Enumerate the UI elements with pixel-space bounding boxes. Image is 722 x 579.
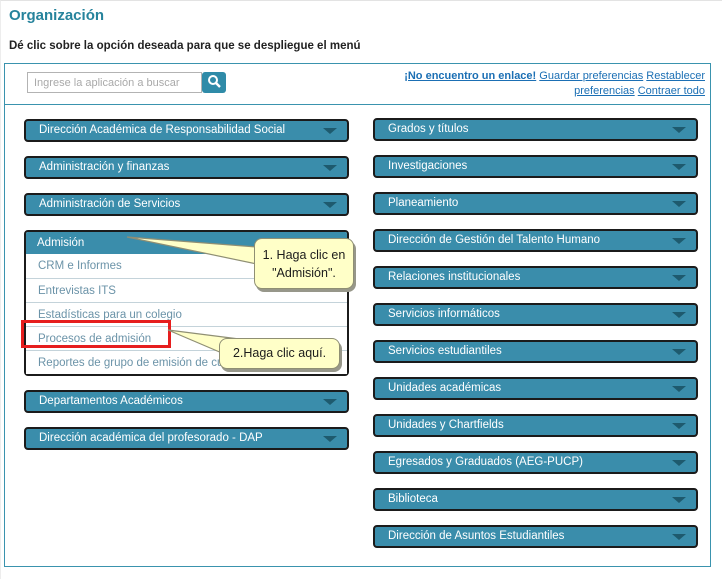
- accordion-administracion-finanzas[interactable]: Administración y finanzas: [24, 156, 349, 179]
- link-no-encuentro-enlace[interactable]: ¡No encuentro un enlace!: [404, 70, 537, 82]
- accordion-biblioteca[interactable]: Biblioteca: [373, 488, 698, 511]
- accordion-label: Unidades y Chartfields: [388, 419, 504, 431]
- link-guardar-preferencias[interactable]: Guardar preferencias: [539, 70, 644, 82]
- accordion-label: Servicios estudiantiles: [388, 345, 502, 357]
- accordion-label: Administración de Servicios: [39, 198, 181, 210]
- accordion-servicios-informaticos[interactable]: Servicios informáticos: [373, 303, 698, 326]
- callout-step-1-line1: 1. Haga clic en: [262, 248, 346, 262]
- chevron-down-icon: [323, 165, 337, 171]
- accordion-label: Investigaciones: [388, 160, 468, 172]
- accordion-administracion-servicios[interactable]: Administración de Servicios: [24, 193, 349, 216]
- accordion-label: Administración y finanzas: [39, 161, 170, 173]
- preference-links: ¡No encuentro un enlace! Guardar prefere…: [357, 69, 705, 99]
- search-input[interactable]: [27, 72, 202, 93]
- link-contraer-todo[interactable]: Contraer todo: [637, 85, 705, 97]
- chevron-down-icon: [672, 460, 686, 466]
- callout-step-1: 1. Haga clic en "Admisión".: [254, 238, 354, 289]
- chevron-down-icon: [672, 127, 686, 133]
- chevron-down-icon: [323, 436, 337, 442]
- topbar: ¡No encuentro un enlace! Guardar prefere…: [5, 64, 710, 105]
- chevron-down-icon: [672, 386, 686, 392]
- search-icon: [207, 74, 221, 91]
- accordion-label: Biblioteca: [388, 493, 438, 505]
- accordion-direccion-responsabilidad-social[interactable]: Dirección Académica de Responsabilidad S…: [24, 119, 349, 142]
- chevron-down-icon: [672, 423, 686, 429]
- link-restablecer-preferencias[interactable]: Restablecer preferencias: [574, 70, 705, 97]
- chevron-down-icon: [323, 399, 337, 405]
- search-button[interactable]: [202, 72, 226, 93]
- page-title: Organización: [9, 7, 105, 24]
- accordion-label: Dirección Académica de Responsabilidad S…: [39, 124, 286, 136]
- accordion-direccion-academica-profesorado-dap[interactable]: Dirección académica del profesorado - DA…: [24, 427, 349, 450]
- menu-item-label: Procesos de admisión: [38, 333, 152, 345]
- accordion-label: Unidades académicas: [388, 382, 502, 394]
- accordion-relaciones-institucionales[interactable]: Relaciones institucionales: [373, 266, 698, 289]
- chevron-down-icon: [672, 349, 686, 355]
- accordion-planeamiento[interactable]: Planeamiento: [373, 192, 698, 215]
- accordion-grados-y-titulos[interactable]: Grados y títulos: [373, 118, 698, 141]
- callout-step-2-text: 2.Haga clic aquí.: [232, 346, 327, 360]
- accordion-label: Dirección académica del profesorado - DA…: [39, 432, 263, 444]
- accordion-investigaciones[interactable]: Investigaciones: [373, 155, 698, 178]
- menu-item-label: Reportes de grupo de emisión de cuota: [38, 357, 240, 369]
- accordion-servicios-estudiantiles[interactable]: Servicios estudiantiles: [373, 340, 698, 363]
- accordion-label: Dirección de Asuntos Estudiantiles: [388, 530, 565, 542]
- chevron-down-icon: [672, 164, 686, 170]
- chevron-down-icon: [672, 238, 686, 244]
- chevron-down-icon: [672, 497, 686, 503]
- chevron-down-icon: [672, 312, 686, 318]
- menu-item-label: CRM e Informes: [38, 260, 122, 272]
- accordion-unidades-academicas[interactable]: Unidades académicas: [373, 377, 698, 400]
- chevron-down-icon: [672, 201, 686, 207]
- accordion-departamentos-academicos[interactable]: Departamentos Académicos: [24, 390, 349, 413]
- menu-container: ¡No encuentro un enlace! Guardar prefere…: [4, 63, 711, 567]
- menu-item-label: Entrevistas ITS: [38, 285, 116, 297]
- right-menu-column: Grados y títulos Investigaciones Planeam…: [373, 105, 698, 562]
- menu-item-estadisticas-colegio[interactable]: Estadísticas para un colegio: [26, 302, 347, 326]
- chevron-down-icon: [323, 202, 337, 208]
- page-subtitle: Dé clic sobre la opción deseada para que…: [9, 40, 361, 52]
- callout-step-2: 2.Haga clic aquí.: [219, 338, 340, 369]
- accordion-label: Grados y títulos: [388, 123, 469, 135]
- accordion-direccion-asuntos-estudiantiles[interactable]: Dirección de Asuntos Estudiantiles: [373, 525, 698, 548]
- accordion-egresados-graduados-aeg-pucp[interactable]: Egresados y Graduados (AEG-PUCP): [373, 451, 698, 474]
- accordion-label: Admisión: [37, 237, 85, 249]
- accordion-label: Departamentos Académicos: [39, 395, 183, 407]
- accordion-label: Servicios informáticos: [388, 308, 500, 320]
- accordion-label: Egresados y Graduados (AEG-PUCP): [388, 456, 583, 468]
- accordion-label: Dirección de Gestión del Talento Humano: [388, 234, 601, 246]
- callout-step-1-line2: "Admisión".: [272, 266, 336, 280]
- accordion-gestion-talento-humano[interactable]: Dirección de Gestión del Talento Humano: [373, 229, 698, 252]
- menu-item-label: Estadísticas para un colegio: [38, 309, 182, 321]
- chevron-down-icon: [672, 275, 686, 281]
- accordion-label: Planeamiento: [388, 197, 459, 209]
- accordion-label: Relaciones institucionales: [388, 271, 521, 283]
- chevron-down-icon: [672, 534, 686, 540]
- chevron-down-icon: [323, 128, 337, 134]
- accordion-unidades-y-chartfields[interactable]: Unidades y Chartfields: [373, 414, 698, 437]
